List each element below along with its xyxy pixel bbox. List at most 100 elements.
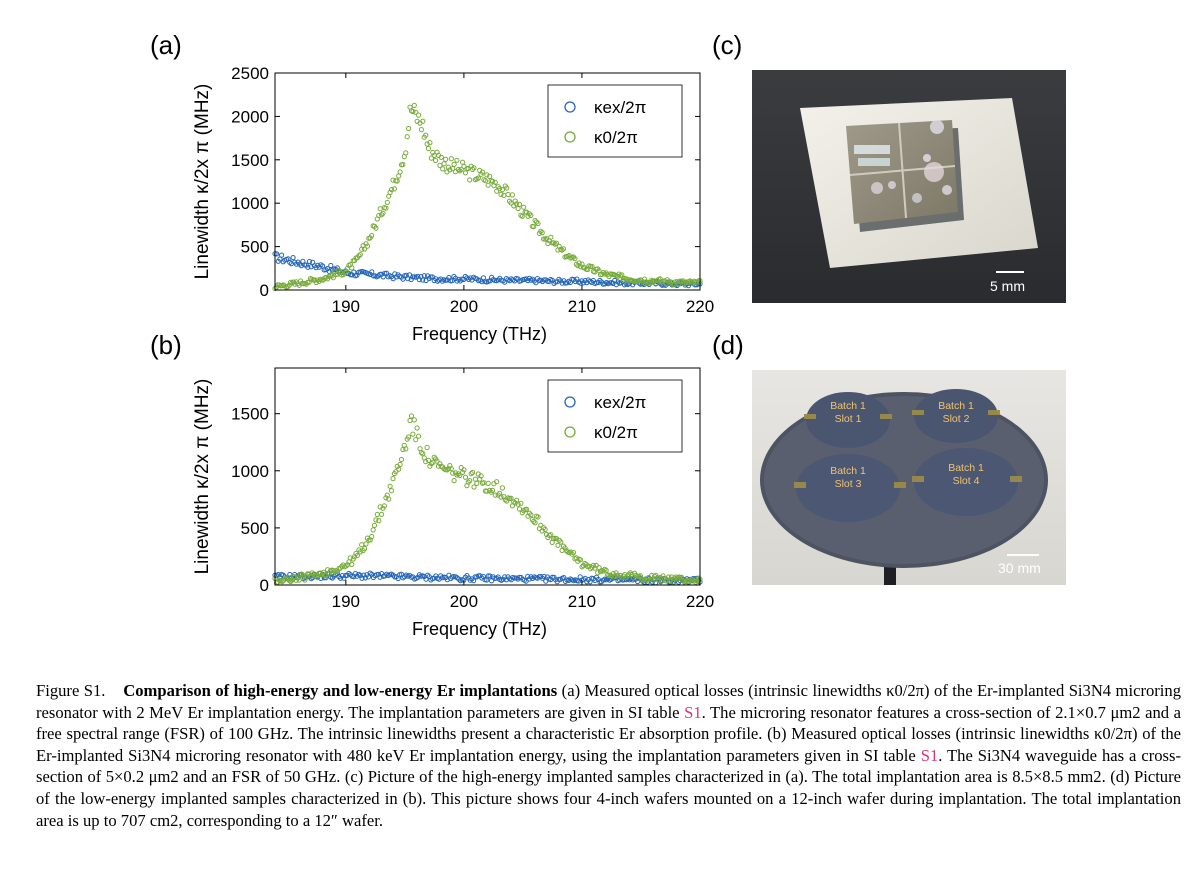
chart-a-point bbox=[492, 179, 498, 185]
chart-a-point bbox=[505, 191, 511, 198]
chart-b-point bbox=[512, 500, 518, 506]
chart-b-point bbox=[300, 573, 307, 579]
chart-b-point bbox=[525, 513, 531, 519]
chart-a-point bbox=[572, 256, 578, 262]
chart-a-point bbox=[642, 276, 648, 282]
chart-a-point bbox=[370, 273, 377, 279]
chart-a-point bbox=[498, 191, 504, 197]
chart-b-point bbox=[492, 492, 498, 498]
chart-a-point bbox=[515, 205, 521, 212]
chart-a-point bbox=[451, 161, 457, 168]
chart-a-point bbox=[556, 243, 562, 249]
chart-a-point bbox=[389, 186, 395, 193]
chart-a-point bbox=[516, 201, 523, 207]
chart-a-plot-frame bbox=[274, 72, 701, 291]
wafer-4-line2: Slot 4 bbox=[952, 475, 980, 487]
chart-b-point bbox=[285, 574, 291, 580]
chart-b-point bbox=[516, 506, 523, 512]
chart-b-point bbox=[603, 567, 609, 573]
chart-b-point bbox=[383, 495, 389, 501]
chart-a-legend-entry: κex/2π bbox=[594, 98, 646, 117]
chart-b-point bbox=[286, 577, 292, 583]
wafer-drawing bbox=[760, 389, 1048, 585]
chart-a-point bbox=[485, 182, 491, 188]
chart-a-point bbox=[475, 175, 481, 181]
chart-b-point bbox=[373, 517, 379, 523]
chart-b-point bbox=[296, 577, 302, 583]
chart-b-point bbox=[450, 470, 456, 476]
chart-a-ytick-label: 500 bbox=[241, 238, 269, 257]
chart-a-point bbox=[559, 247, 565, 253]
chart-b-point bbox=[471, 484, 477, 490]
chart-a-point bbox=[306, 258, 313, 265]
chart-b-point bbox=[354, 552, 360, 559]
chart-b-point bbox=[407, 417, 413, 424]
chart-b-point bbox=[343, 563, 349, 569]
chart-b-point bbox=[472, 476, 478, 482]
chart-a-point bbox=[539, 230, 545, 236]
chart-b-point bbox=[485, 480, 491, 486]
chart-a-point bbox=[361, 246, 368, 252]
chart-a-point bbox=[509, 192, 515, 198]
chart-a-legend: κex/2π κ0/2π bbox=[547, 84, 683, 158]
wafer-2-line2: Slot 2 bbox=[942, 413, 970, 425]
chart-a-point bbox=[404, 134, 410, 140]
chart-b-point bbox=[451, 478, 457, 484]
chart-a-point bbox=[458, 166, 464, 173]
chart-a-point bbox=[369, 233, 375, 239]
wafer-slot-4 bbox=[914, 448, 1018, 516]
chart-b-point bbox=[406, 434, 412, 440]
chart-a-point bbox=[589, 263, 595, 270]
chart-a-ytick-label: 0 bbox=[260, 281, 269, 300]
chart-a-point bbox=[676, 281, 682, 287]
chart-a-point bbox=[560, 246, 567, 252]
chart-a-point bbox=[437, 162, 443, 169]
chart-a-point bbox=[416, 112, 422, 118]
caption-table-link-2[interactable]: S1 bbox=[920, 745, 939, 765]
chart-b: 190 200 210 220 0 500 1000 1500 Frequency (THz) L… bbox=[192, 367, 714, 639]
chart-a-ytick-label: 2000 bbox=[231, 107, 269, 126]
chart-a-point bbox=[373, 225, 379, 231]
wafer-1-line1: Batch 1 bbox=[830, 400, 866, 412]
chart-b-point bbox=[597, 569, 604, 575]
chart-b-point bbox=[558, 539, 564, 545]
chart-a-point bbox=[349, 265, 355, 271]
chart-a-point bbox=[396, 173, 402, 179]
chart-b-point bbox=[578, 557, 584, 563]
chart-a-point bbox=[479, 169, 486, 175]
chart-a-point bbox=[343, 268, 349, 274]
chart-a-point bbox=[377, 206, 383, 212]
chart-b-point bbox=[414, 425, 420, 431]
caption-table-link-1[interactable]: S1 bbox=[684, 702, 702, 722]
chart-a-point bbox=[403, 150, 409, 156]
chart-b-point bbox=[474, 480, 480, 486]
chart-a-xtick-label: 210 bbox=[568, 297, 596, 316]
chart-a-point bbox=[467, 177, 473, 183]
chart-a-point bbox=[489, 178, 496, 184]
chart-a-xtick-label: 200 bbox=[450, 297, 478, 316]
chart-a-point bbox=[376, 212, 382, 219]
chart-b-ylabel: Linewidth κ/2x π (MHz) bbox=[192, 379, 213, 575]
chart-b-point bbox=[489, 487, 496, 493]
chart-b-point bbox=[310, 571, 316, 577]
chart-a: 190 200 210 220 0 500 1000 1500 2000 2500 Frequenc… bbox=[192, 64, 714, 344]
chart-b-point bbox=[386, 496, 392, 502]
chart-b-point bbox=[499, 485, 505, 491]
chart-a-series-kappa-ex bbox=[272, 251, 703, 289]
chart-a-point bbox=[305, 264, 311, 270]
panel-b-label: (b) bbox=[150, 330, 182, 360]
chart-b-point bbox=[555, 542, 561, 548]
chart-a-point bbox=[418, 127, 424, 133]
chart-a-point bbox=[364, 243, 370, 249]
caption-body-2: . The microring resonator features a cro… bbox=[36, 702, 1181, 765]
chart-a-legend-marker bbox=[564, 101, 576, 113]
chart-a-point bbox=[519, 213, 525, 219]
chart-b-point bbox=[542, 526, 548, 532]
photo-d: Batch 1 Slot 1 Batch 1 Slot 2 Batch 1 Sl… bbox=[752, 370, 1066, 585]
chart-a-point bbox=[454, 157, 460, 163]
panel-d-label: (d) bbox=[712, 330, 744, 360]
chart-b-point bbox=[548, 532, 554, 538]
chart-b-point bbox=[487, 573, 493, 579]
chart-b-point bbox=[408, 413, 415, 419]
chart-a-point bbox=[521, 204, 527, 210]
